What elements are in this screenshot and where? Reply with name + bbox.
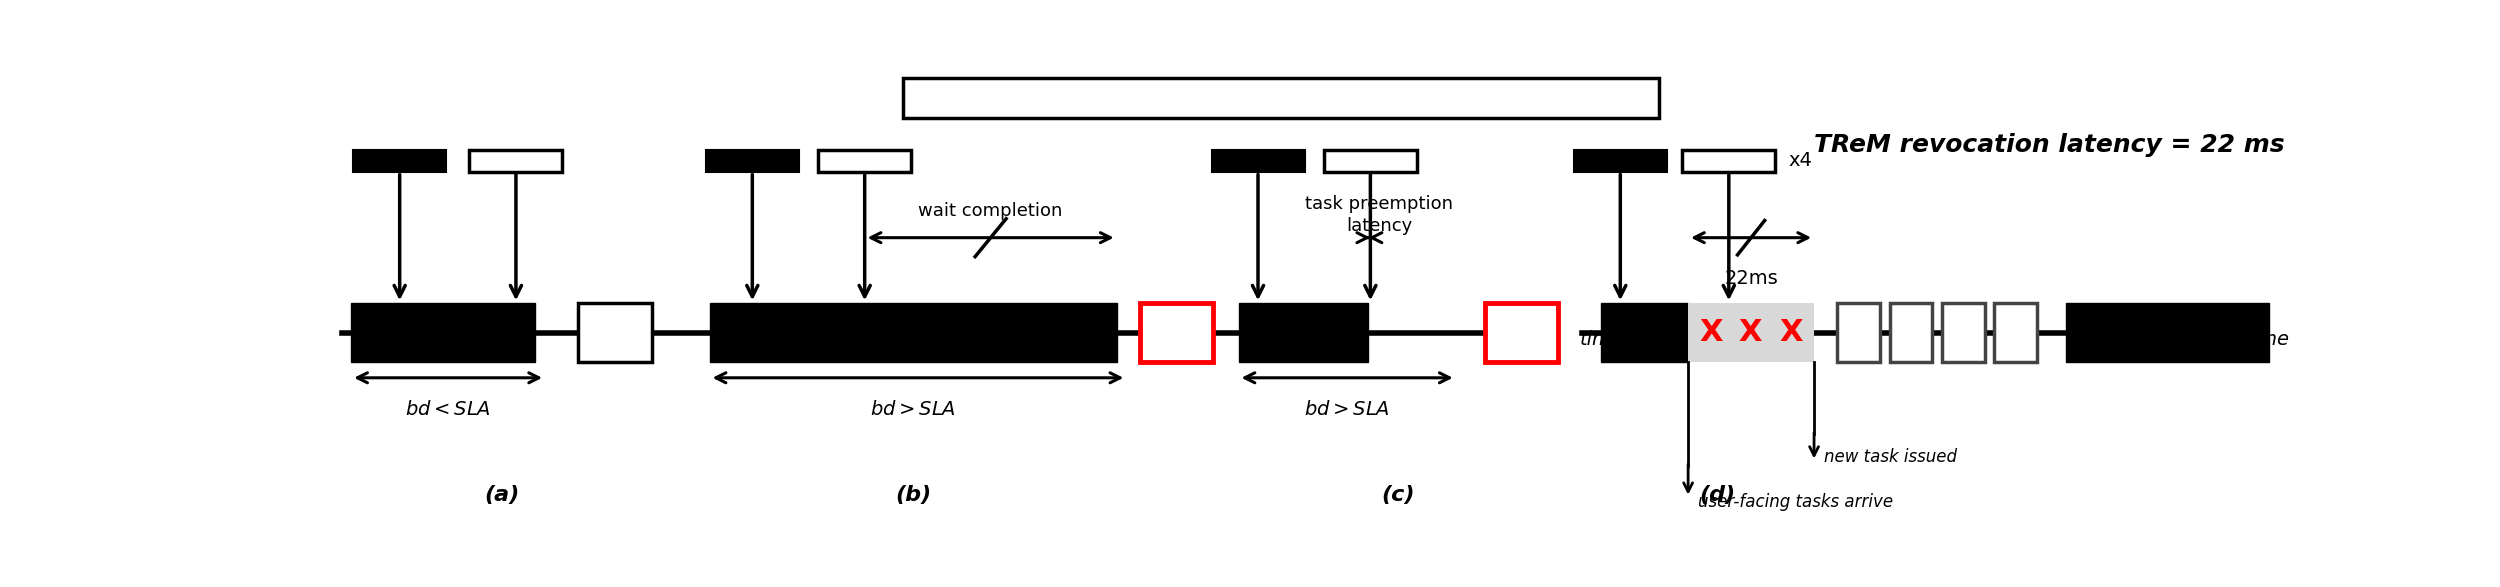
Text: SLA violation: SLA violation <box>1330 88 1465 108</box>
Text: $bd > SLA$: $bd > SLA$ <box>1305 400 1390 419</box>
Text: batch: batch <box>942 88 1000 108</box>
Text: (a): (a) <box>485 485 520 505</box>
Text: (b): (b) <box>895 485 930 505</box>
Bar <box>1212 150 1305 171</box>
Bar <box>1688 303 1815 362</box>
Bar <box>1942 303 1985 362</box>
Text: $bd > SLA$: $bd > SLA$ <box>870 400 955 419</box>
Text: task preemption: task preemption <box>1305 195 1452 212</box>
Text: 22ms: 22ms <box>1725 269 1777 288</box>
Bar <box>352 150 445 171</box>
Text: X: X <box>1700 318 1722 347</box>
Bar <box>1600 303 1688 362</box>
Text: user-facing tasks arrive: user-facing tasks arrive <box>1698 493 1892 511</box>
Text: X: X <box>1780 318 1802 347</box>
Text: retry batch: retry batch <box>2110 323 2225 342</box>
Text: x4: x4 <box>1790 151 1812 170</box>
Text: wait completion: wait completion <box>918 201 1062 220</box>
Bar <box>1838 303 1880 362</box>
Text: (c): (c) <box>1383 485 1415 505</box>
Bar <box>578 303 652 362</box>
Bar <box>1238 303 1368 362</box>
Bar <box>1485 303 1558 362</box>
Bar <box>1575 150 1668 171</box>
Bar <box>1995 303 2037 362</box>
Text: user-facing: user-facing <box>1100 88 1218 108</box>
Text: time: time <box>2245 330 2290 349</box>
Text: latency: latency <box>1345 217 1412 235</box>
Bar <box>1260 93 1302 103</box>
Bar <box>1325 150 1417 171</box>
Bar <box>1140 303 1212 362</box>
Bar <box>705 150 800 171</box>
Text: (d): (d) <box>1700 485 1735 505</box>
Bar <box>470 150 562 171</box>
Bar <box>2065 303 2270 362</box>
Text: time: time <box>1580 330 1622 349</box>
Bar <box>350 303 535 362</box>
Bar <box>1682 150 1775 171</box>
Bar <box>1890 303 1932 362</box>
Bar <box>1022 93 1065 103</box>
Bar <box>818 150 910 171</box>
Text: X: X <box>1737 318 1762 347</box>
Text: TReM revocation latency = 22 ms: TReM revocation latency = 22 ms <box>1815 133 2285 157</box>
Bar <box>710 303 1118 362</box>
Text: new task issued: new task issued <box>1825 448 1958 466</box>
Text: long batch: long batch <box>860 323 968 342</box>
Text: long: long <box>1282 323 1325 342</box>
Bar <box>902 78 1660 118</box>
Bar <box>1508 93 1550 103</box>
Text: $bd < SLA$: $bd < SLA$ <box>405 400 490 419</box>
